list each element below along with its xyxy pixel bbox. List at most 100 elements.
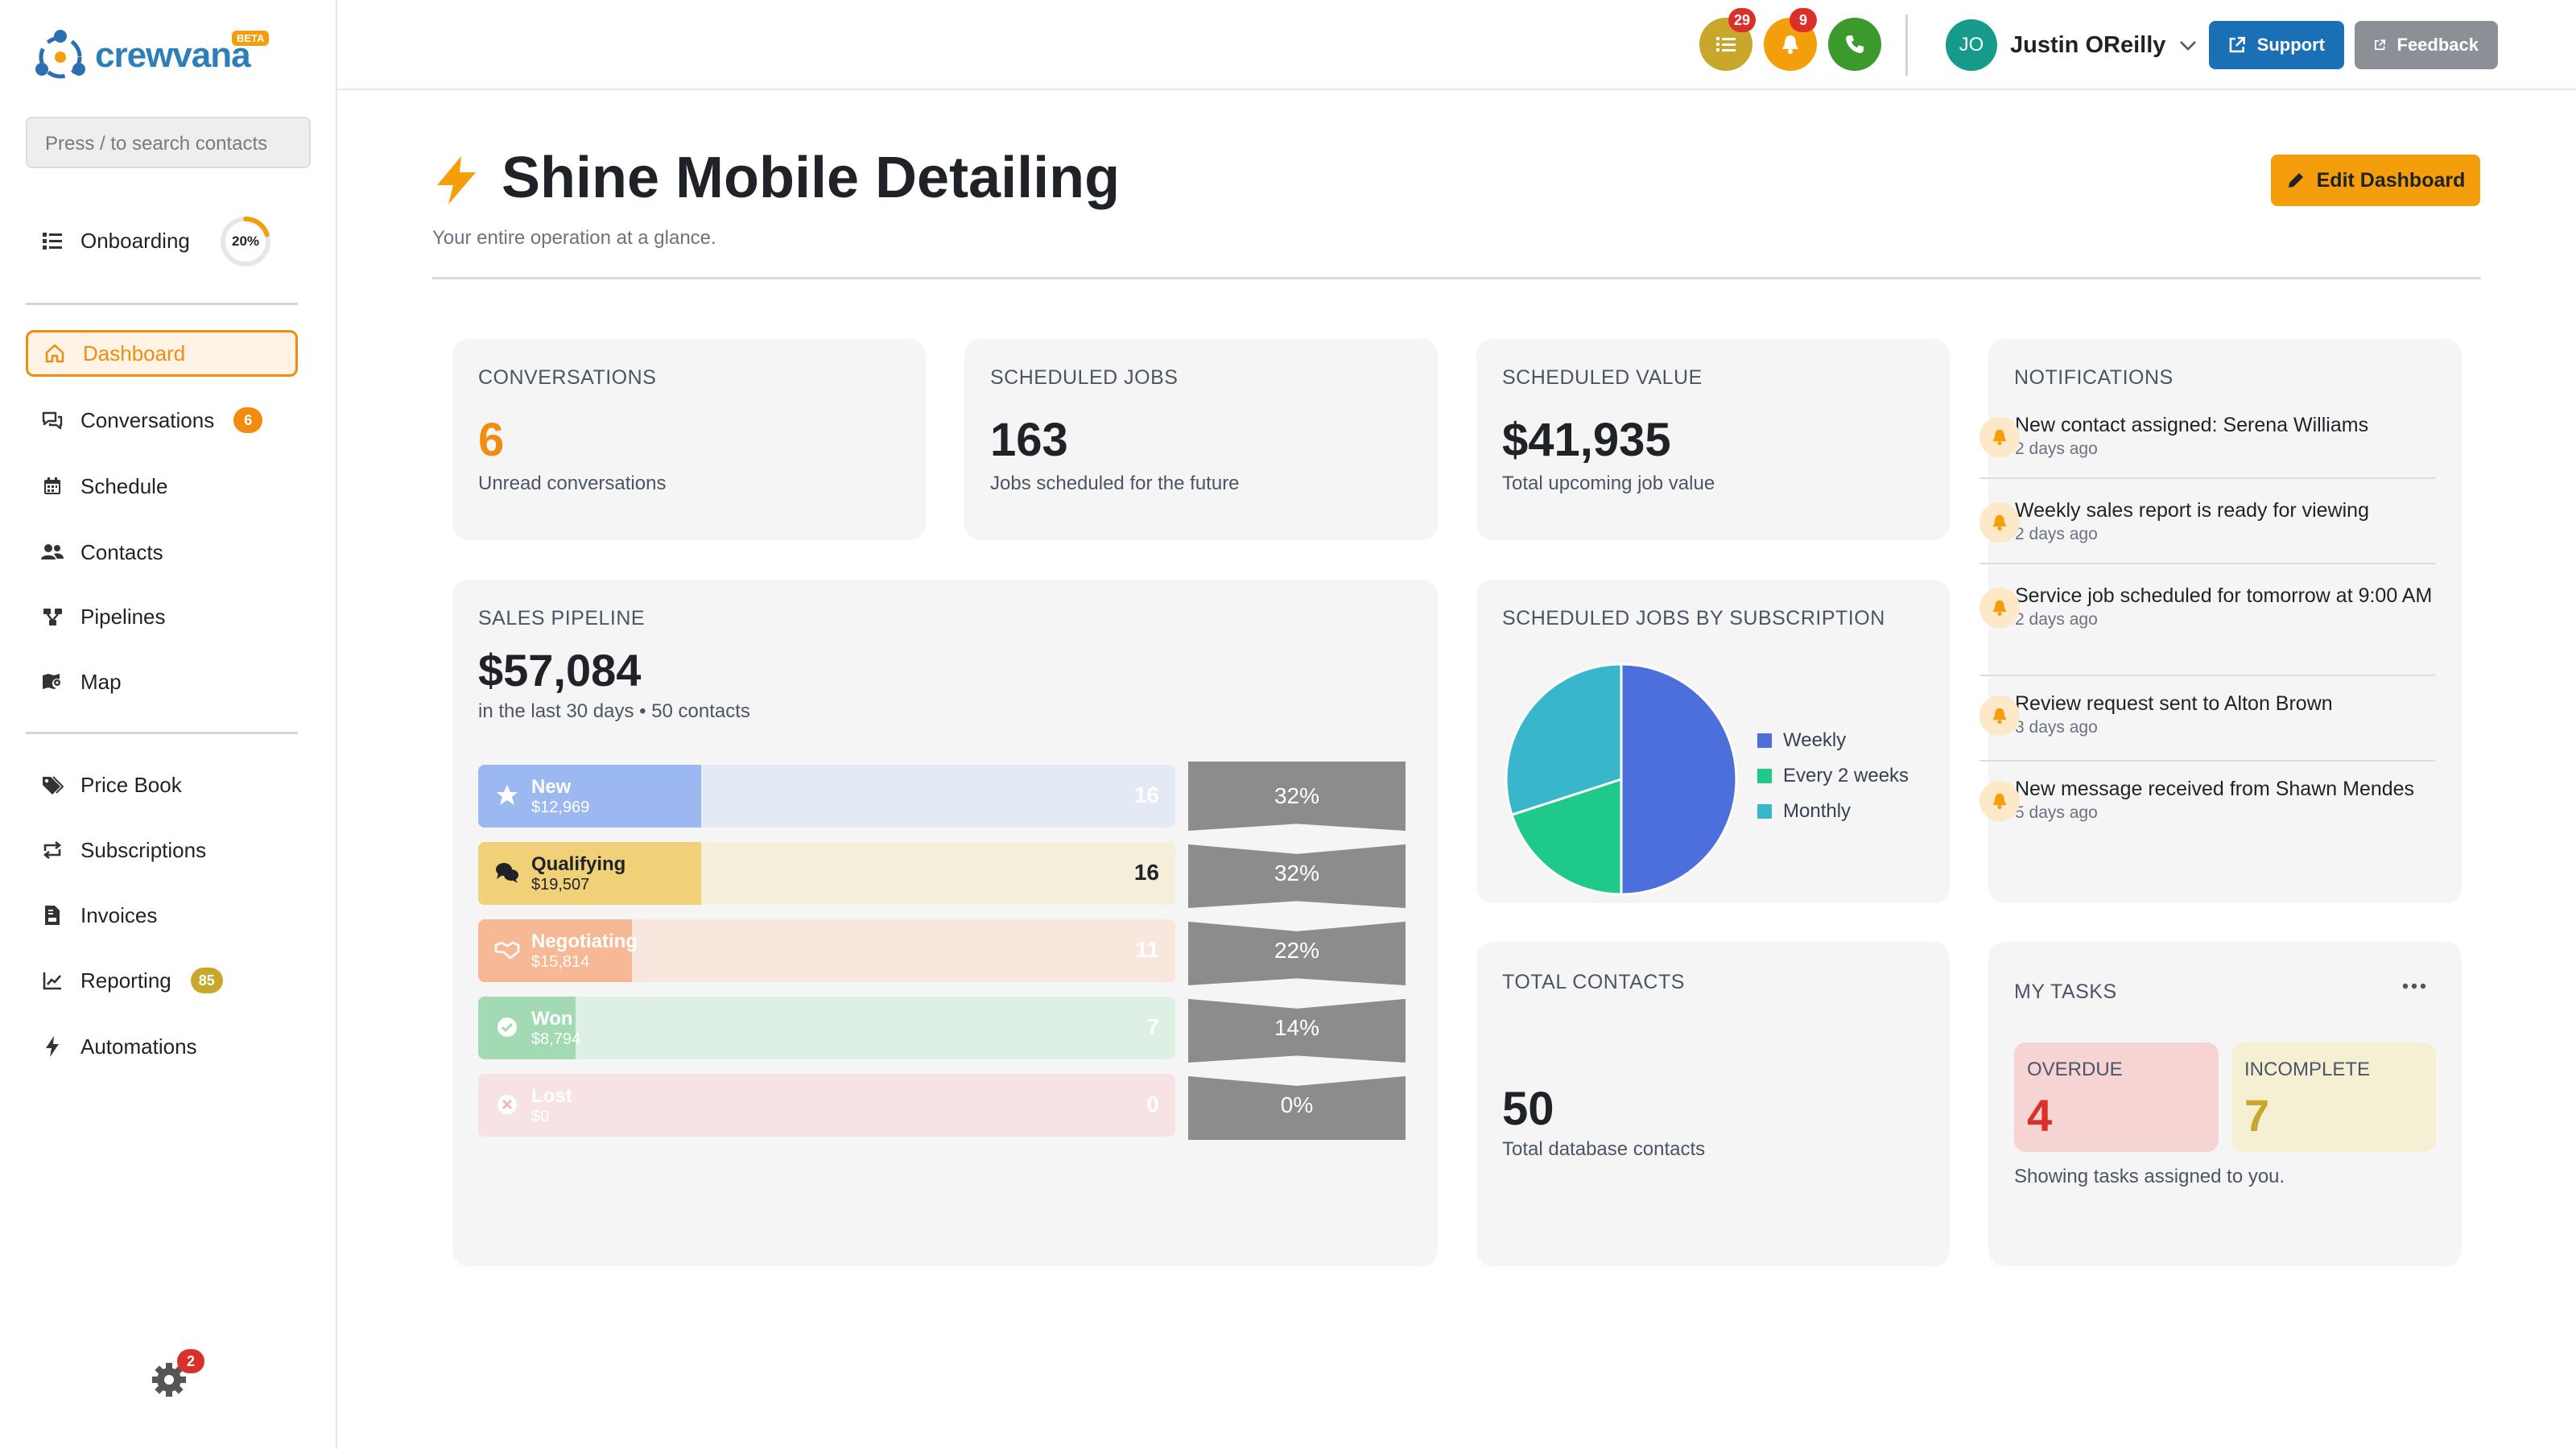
legend-label: Monthly: [1783, 800, 1852, 822]
notification-item[interactable]: New contact assigned: Serena Williams 2 d…: [1979, 412, 2437, 459]
phone-button[interactable]: [1828, 18, 1881, 71]
card-sub: Total upcoming job value: [1502, 473, 1715, 494]
notification-item[interactable]: Review request sent to Alton Brown 3 days…: [1979, 691, 2437, 737]
stage-count: 0: [1146, 1092, 1159, 1117]
list-check-icon: [39, 227, 66, 254]
settings-badge: 2: [177, 1349, 204, 1373]
sidebar-item-map[interactable]: Map: [26, 658, 298, 705]
notification-item[interactable]: New message received from Shawn Mendes 5 …: [1979, 776, 2437, 823]
phone-icon: [1846, 35, 1864, 53]
feedback-button[interactable]: Feedback: [2355, 21, 2498, 69]
tasks-footer: Showing tasks assigned to you.: [2014, 1166, 2285, 1187]
incomplete-tasks[interactable]: INCOMPLETE 7: [2231, 1042, 2436, 1152]
logo[interactable]: crewvana BETA: [34, 27, 270, 85]
sidebar-item-automations[interactable]: Automations: [26, 1023, 298, 1070]
scheduled-value-card[interactable]: SCHEDULED VALUE $41,935 Total upcoming j…: [1476, 339, 1950, 540]
check-circle-icon: [493, 1013, 522, 1042]
stage-value: $12,969: [531, 799, 590, 816]
total-contacts-card[interactable]: TOTAL CONTACTS 50 Total database contact…: [1476, 942, 1950, 1266]
notifications-button[interactable]: 9: [1764, 8, 1817, 71]
stage-count: 16: [1133, 782, 1159, 807]
funnel-percent: 32%: [1274, 783, 1320, 808]
sidebar-item-dashboard[interactable]: Dashboard: [26, 330, 298, 377]
bolt-icon: [39, 1033, 66, 1060]
chat-icon: [39, 407, 66, 434]
card-sub: Unread conversations: [478, 473, 667, 494]
legend-item-weekly[interactable]: Weekly: [1757, 729, 1846, 752]
header-divider: [1905, 14, 1908, 76]
card-label: SCHEDULED JOBS BY SUBSCRIPTION: [1502, 607, 1885, 630]
pie-slice-monthly[interactable]: [1505, 663, 1623, 817]
unread-count: 6: [478, 414, 505, 466]
reporting-count-badge: 85: [190, 968, 223, 993]
funnel-step: 22%: [1188, 921, 1406, 985]
sidebar-divider: [26, 732, 298, 734]
star-icon: [493, 781, 522, 810]
incomplete-label: INCOMPLETE: [2244, 1059, 2371, 1080]
search-placeholder: Press / to search contacts: [45, 133, 268, 155]
sidebar-item-label: Conversations: [80, 407, 215, 432]
edit-dashboard-button[interactable]: Edit Dashboard: [2271, 155, 2480, 206]
sidebar-item-subscriptions[interactable]: Subscriptions: [26, 827, 298, 873]
sidebar-item-invoices[interactable]: Invoices: [26, 892, 298, 939]
notification-item[interactable]: Weekly sales report is ready for viewing…: [1979, 497, 2437, 544]
page-subtitle: Your entire operation at a glance.: [432, 227, 716, 249]
stage-name: Lost: [531, 1085, 572, 1107]
sidebar-item-price-book[interactable]: Price Book: [26, 762, 298, 808]
brand-name: crewvana: [95, 35, 251, 75]
settings-button[interactable]: 2: [150, 1349, 204, 1399]
stage-value: $15,814: [531, 953, 590, 971]
support-label: Support: [2256, 35, 2325, 55]
overdue-tasks[interactable]: OVERDUE 4: [2014, 1042, 2219, 1152]
sidebar-item-contacts[interactable]: Contacts: [26, 529, 298, 576]
user-menu[interactable]: JO Justin OReilly: [1946, 18, 2203, 72]
legend-item-monthly[interactable]: Monthly: [1757, 800, 1851, 823]
card-sub: Total database contacts: [1502, 1138, 1706, 1160]
stage-fill: [478, 765, 702, 828]
conversations-card[interactable]: CONVERSATIONS 6 Unread conversations: [452, 339, 926, 540]
notifications-card: NOTIFICATIONS: [1988, 339, 2462, 903]
bell-icon: [1979, 502, 2020, 543]
funnel-step: 32%: [1188, 762, 1406, 831]
onboarding-progress-text: 20%: [231, 233, 260, 249]
overdue-label: OVERDUE: [2027, 1059, 2123, 1080]
pie-slice-weekly[interactable]: [1620, 663, 1738, 896]
funnel-percent: 0%: [1280, 1092, 1314, 1117]
scheduled-jobs-card[interactable]: SCHEDULED JOBS 163 Jobs scheduled for th…: [964, 339, 1438, 540]
search-input[interactable]: Press / to search contacts: [26, 117, 311, 168]
stage-fill: [478, 919, 632, 982]
funnel-step: 0%: [1188, 1075, 1406, 1140]
sidebar-item-pipelines[interactable]: Pipelines: [26, 593, 298, 640]
sidebar-item-schedule[interactable]: Schedule: [26, 463, 298, 510]
sidebar-item-onboarding[interactable]: Onboarding 20%: [26, 217, 298, 266]
sidebar-item-reporting[interactable]: Reporting 85: [26, 957, 298, 1004]
tags-icon: [39, 771, 66, 799]
calendar-icon: [39, 473, 66, 500]
funnel-percent: 32%: [1274, 861, 1320, 886]
scheduled-value-amount: $41,935: [1502, 414, 1671, 466]
chevron-down-icon: [2180, 41, 2196, 51]
sidebar-item-conversations[interactable]: Conversations 6: [26, 397, 298, 444]
notification-item[interactable]: Service job scheduled for tomorrow at 9:…: [1979, 583, 2437, 630]
legend-item-every-2-weeks[interactable]: Every 2 weeks: [1757, 765, 1909, 787]
handshake-icon: [493, 935, 522, 964]
pipeline-icon: [39, 603, 66, 630]
support-button[interactable]: Support: [2209, 21, 2344, 69]
legend-swatch: [1757, 804, 1772, 819]
sidebar-item-label: Map: [80, 669, 122, 694]
pipeline-stage-negotiating[interactable]: Negotiating $15,814 11: [478, 919, 1175, 982]
repeat-icon: [39, 836, 66, 864]
pipeline-sub: in the last 30 days • 50 contacts: [478, 700, 750, 722]
pipeline-stage-lost[interactable]: Lost $0 0: [478, 1074, 1175, 1137]
funnel-percent: 22%: [1274, 938, 1320, 963]
pipeline-stage-won[interactable]: Won $8,794 7: [478, 997, 1175, 1059]
notification-text: New message received from Shawn Mendes: [2015, 778, 2415, 800]
tasks-button[interactable]: 29: [1699, 8, 1756, 71]
pie-slice-every-2-weeks[interactable]: [1510, 777, 1623, 896]
more-options-icon[interactable]: [2402, 980, 2426, 992]
notification-divider: [1979, 675, 2435, 676]
pipeline-stage-new[interactable]: New $12,969 16: [478, 765, 1175, 828]
chart-line-icon: [39, 967, 66, 994]
pipeline-stage-qualifying[interactable]: Qualifying $19,507 16: [478, 842, 1175, 905]
card-label: SCHEDULED JOBS: [990, 366, 1179, 389]
